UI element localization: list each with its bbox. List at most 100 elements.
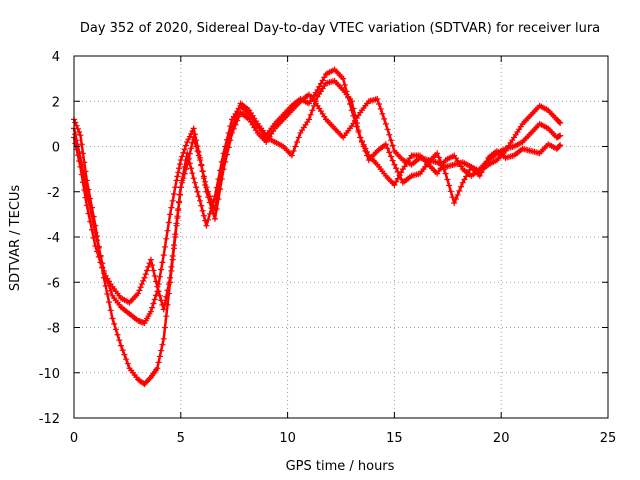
data-point-marker — [202, 217, 209, 224]
data-point-marker — [321, 74, 328, 81]
data-point-marker — [94, 248, 101, 255]
data-point-marker — [173, 177, 180, 184]
data-point-marker — [189, 170, 196, 177]
data-point-marker — [381, 115, 388, 122]
data-point-marker — [197, 197, 204, 204]
data-point-marker — [556, 119, 563, 126]
data-point-marker — [77, 163, 84, 170]
data-point-marker — [169, 197, 176, 204]
data-point-marker — [481, 162, 488, 169]
data-point-marker — [463, 173, 470, 180]
data-point-marker — [360, 143, 367, 150]
data-point-marker — [163, 313, 170, 320]
data-point-marker — [107, 307, 114, 314]
data-point-marker — [74, 152, 81, 159]
data-point-marker — [123, 356, 130, 363]
data-point-marker — [374, 95, 381, 102]
data-point-marker — [288, 152, 295, 159]
data-point-marker — [435, 154, 442, 161]
data-point-marker — [158, 297, 165, 304]
data-point-marker — [161, 243, 168, 250]
data-point-marker — [175, 169, 182, 176]
data-point-marker — [116, 337, 123, 344]
data-point-marker — [181, 146, 188, 153]
data-point-marker — [210, 199, 217, 206]
data-point-marker — [197, 157, 204, 164]
data-point-marker — [312, 98, 319, 105]
data-point-marker — [159, 341, 166, 348]
data-point-marker — [74, 125, 81, 132]
x-axis-label: GPS time / hours — [286, 459, 395, 474]
y-tick-label: 0 — [52, 141, 60, 156]
data-point-marker — [79, 150, 86, 157]
data-point-marker — [200, 173, 207, 180]
data-point-marker — [155, 288, 162, 295]
data-point-marker — [112, 326, 119, 333]
data-point-marker — [168, 263, 175, 270]
data-point-marker — [149, 262, 156, 269]
data-point-marker — [87, 195, 94, 202]
axis-ticks: 0 5 10 15 20 25 -12 -10 -8 -6 -4 -2 0 2 4 — [39, 50, 617, 446]
data-point-marker — [293, 138, 300, 145]
data-point-marker — [188, 165, 195, 172]
data-point-marker — [159, 259, 166, 266]
data-point-marker — [76, 157, 83, 164]
data-point-marker — [156, 353, 163, 360]
data-point-marker — [387, 153, 394, 160]
data-point-marker — [203, 222, 210, 229]
data-point-marker — [72, 140, 79, 147]
data-point-marker — [167, 274, 174, 281]
data-point-marker — [466, 167, 473, 174]
data-point-marker — [384, 126, 391, 133]
data-point-marker — [452, 195, 459, 202]
y-tick-label: 2 — [52, 95, 60, 110]
data-point-marker — [82, 168, 89, 175]
data-point-marker — [170, 242, 177, 249]
data-point-marker — [434, 150, 441, 157]
data-point-marker — [194, 188, 201, 195]
data-point-marker — [186, 133, 193, 140]
y-tick-label: -8 — [47, 322, 60, 337]
data-point-marker — [314, 86, 321, 93]
data-point-marker — [88, 204, 95, 211]
data-point-marker — [104, 291, 111, 298]
data-point-marker — [188, 145, 195, 152]
data-point-marker — [81, 186, 88, 193]
y-tick-label: -4 — [47, 231, 60, 246]
data-point-marker — [205, 188, 212, 195]
data-point-marker — [182, 142, 189, 149]
data-point-marker — [144, 267, 151, 274]
data-point-marker — [358, 138, 365, 145]
data-point-marker — [114, 331, 121, 338]
data-point-marker — [198, 162, 205, 169]
data-point-marker — [165, 281, 172, 288]
data-point-marker — [444, 176, 451, 183]
data-point-marker — [202, 178, 209, 185]
data-point-marker — [72, 119, 79, 126]
data-point-marker — [121, 351, 128, 358]
data-point-marker — [295, 134, 302, 141]
data-point-marker — [169, 253, 176, 260]
data-point-marker — [389, 157, 396, 164]
data-point-marker — [111, 320, 118, 327]
data-point-marker — [181, 163, 188, 170]
data-point-marker — [160, 252, 167, 259]
data-point-marker — [382, 141, 389, 148]
data-point-marker — [179, 153, 186, 160]
data-point-marker — [170, 191, 177, 198]
data-point-marker — [176, 165, 183, 172]
data-point-marker — [124, 360, 131, 367]
data-point-marker — [557, 142, 564, 149]
data-point-marker — [464, 170, 471, 177]
data-point-marker — [78, 171, 85, 178]
data-point-marker — [461, 176, 468, 183]
data-point-marker — [451, 200, 458, 207]
y-tick-label: -6 — [47, 276, 60, 291]
data-point-marker — [184, 138, 191, 145]
data-point-marker — [161, 300, 168, 307]
data-point-marker — [176, 191, 183, 198]
data-point-marker — [193, 184, 200, 191]
y-tick-label: -10 — [39, 367, 60, 382]
data-point-marker — [454, 191, 461, 198]
data-point-marker — [146, 375, 153, 382]
